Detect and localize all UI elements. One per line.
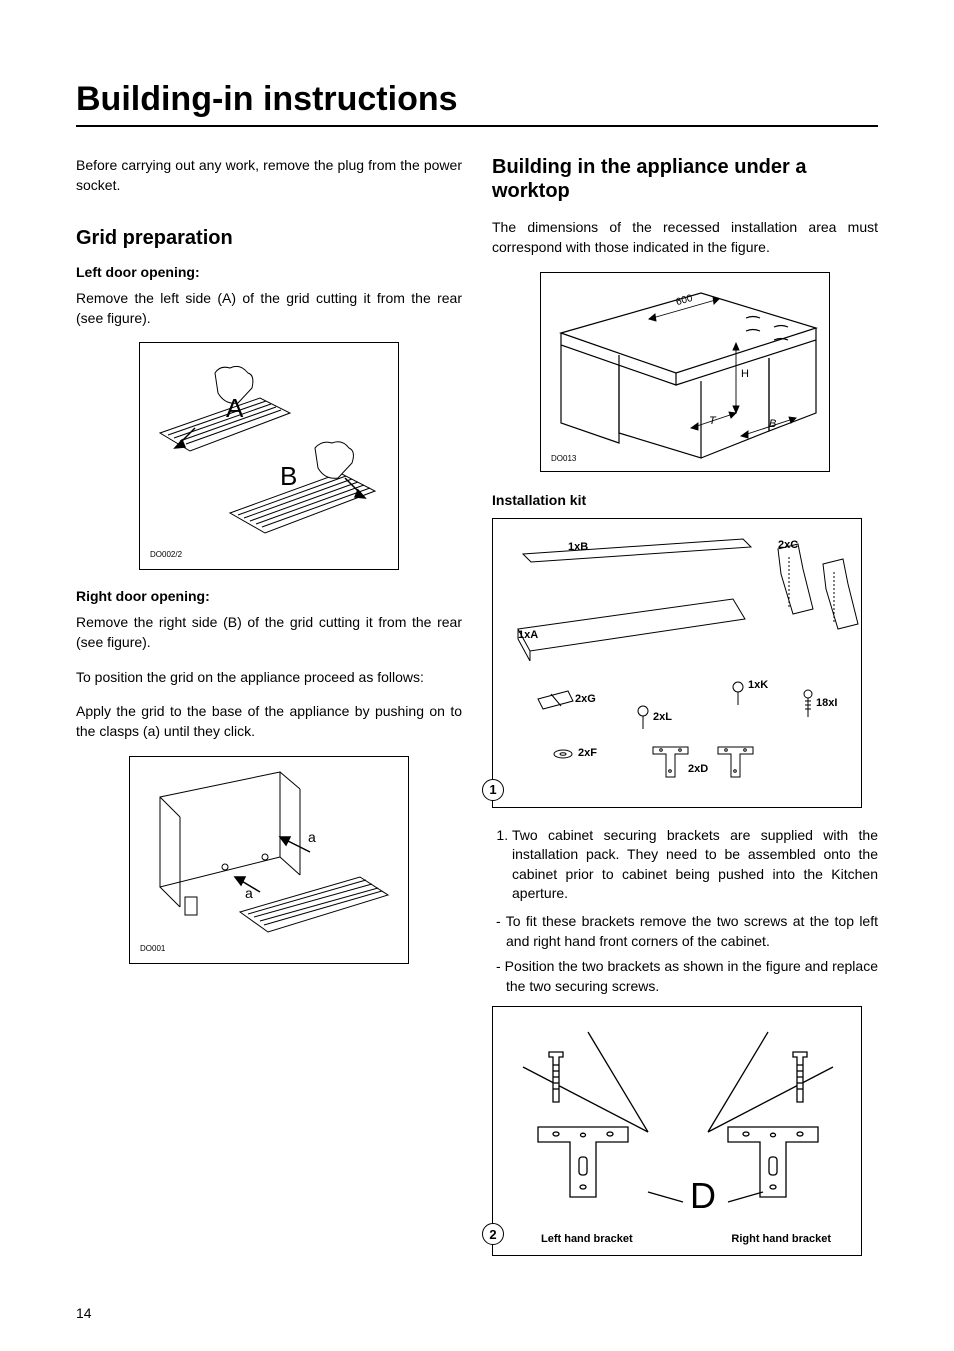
bracket-label-d: D [690, 1175, 716, 1217]
kit-label-i: 18xI [816, 697, 837, 709]
figure-code: DO002/2 [150, 550, 182, 559]
right-column: Building in the appliance under a workto… [492, 155, 878, 1274]
left-door-body: Remove the left side (A) of the grid cut… [76, 288, 462, 329]
figure-installation-kit: 1xB 2xC 1xA 2xG 2xL 1xK 18xI 2xF 2xD 1 [492, 518, 862, 808]
dim-t: T [709, 415, 716, 427]
figure-label-a2: a [245, 885, 253, 901]
dash-item-1: - To fit these brackets remove the two s… [492, 912, 878, 951]
kit-label-d: 2xD [688, 763, 708, 775]
right-bracket-label: Right hand bracket [731, 1233, 831, 1245]
kit-label-b: 1xB [568, 541, 588, 553]
left-bracket-label: Left hand bracket [541, 1233, 633, 1245]
dim-h: H [741, 368, 749, 380]
grid-prep-heading: Grid preparation [76, 226, 462, 250]
figure-label-b: B [280, 461, 297, 492]
kit-label-f: 2xF [578, 747, 597, 759]
kit-label-k: 1xK [748, 679, 768, 691]
page-title: Building-in instructions [76, 80, 878, 127]
building-in-heading: Building in the appliance under a workto… [492, 155, 878, 203]
dash-item-2: - Position the two brackets as shown in … [492, 957, 878, 996]
left-door-subheading: Left door opening: [76, 264, 462, 280]
installation-kit-heading: Installation kit [492, 492, 878, 508]
intro-paragraph: Before carrying out any work, remove the… [76, 155, 462, 196]
figure-grid-cut: A B DO002/2 [139, 342, 399, 570]
figure-code-3: DO013 [551, 454, 576, 463]
step-list: Two cabinet securing brackets are suppli… [492, 826, 878, 904]
kit-label-g: 2xG [575, 693, 596, 705]
figure-worktop-dims: 600 H T B DO013 [540, 272, 830, 472]
kit-label-c: 2xC [778, 539, 798, 551]
step-1-text: Two cabinet securing brackets are suppli… [512, 826, 878, 904]
kit-label-l: 2xL [653, 711, 672, 723]
left-column: Before carrying out any work, remove the… [76, 155, 462, 1274]
two-column-layout: Before carrying out any work, remove the… [76, 155, 878, 1274]
position-grid-body: To position the grid on the appliance pr… [76, 667, 462, 687]
figure-grid-apply: a a DO001 [129, 756, 409, 964]
step-badge-1: 1 [482, 779, 504, 801]
figure-code-2: DO001 [140, 944, 165, 953]
figure-brackets: D Left hand bracket Right hand bracket 2 [492, 1006, 862, 1256]
apply-grid-body: Apply the grid to the base of the applia… [76, 701, 462, 742]
figure-label-a1: a [308, 829, 316, 845]
right-door-body: Remove the right side (B) of the grid cu… [76, 612, 462, 653]
dim-b: B [769, 418, 776, 430]
dimensions-body: The dimensions of the recessed installat… [492, 217, 878, 258]
kit-label-a: 1xA [518, 629, 538, 641]
figure-label-a: A [226, 393, 243, 424]
right-door-subheading: Right door opening: [76, 588, 462, 604]
page-number: 14 [76, 1305, 92, 1321]
